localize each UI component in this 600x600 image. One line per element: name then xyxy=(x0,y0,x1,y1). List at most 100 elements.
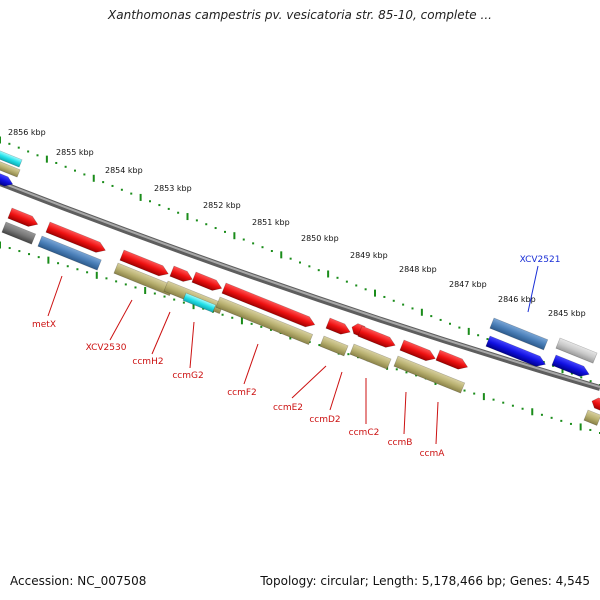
outer-ruler-minor-tick xyxy=(458,326,461,329)
inner-ruler-minor-tick xyxy=(463,389,466,392)
gene-red-11 xyxy=(435,349,469,370)
inner-ruler-major-tick xyxy=(482,393,485,401)
gene-red-4-shape xyxy=(169,265,193,282)
outer-ruler-minor-tick xyxy=(270,250,273,253)
gene-label-ccmC2[interactable]: ccmC2 xyxy=(349,428,380,438)
leader-line xyxy=(151,311,171,355)
inner-ruler-minor-tick xyxy=(202,307,205,310)
outer-ruler-major-tick xyxy=(45,155,48,163)
gene-label-ccmH2[interactable]: ccmH2 xyxy=(132,357,163,367)
scale-label: 2853 kbp xyxy=(154,184,192,193)
scale-label: 2847 kbp xyxy=(449,280,487,289)
outer-ruler-minor-tick xyxy=(570,372,573,375)
scale-label: 2848 kbp xyxy=(399,265,437,274)
gene-partial-olive xyxy=(0,159,21,178)
gene-label-ccmF2[interactable]: ccmF2 xyxy=(227,388,257,398)
outer-ruler-minor-tick xyxy=(17,146,20,149)
leader-line xyxy=(329,371,343,411)
leader-line xyxy=(435,401,439,445)
gene-label-XCV2521[interactable]: XCV2521 xyxy=(520,255,561,265)
scale-label: 2849 kbp xyxy=(350,251,388,260)
outer-ruler-minor-tick xyxy=(392,299,395,302)
gene-red-5 xyxy=(191,271,223,291)
outer-ruler-major-tick xyxy=(139,193,142,201)
leader-line xyxy=(189,321,195,369)
genome-backbone xyxy=(0,180,600,391)
gene-partial-cyan xyxy=(0,149,23,168)
inner-ruler-major-tick xyxy=(0,241,1,249)
gene-label-ccmE2[interactable]: ccmE2 xyxy=(273,403,303,413)
gene-blue-2-shape xyxy=(551,354,590,377)
outer-ruler-minor-tick xyxy=(345,280,348,283)
gene-red-7 xyxy=(325,317,351,335)
outer-ruler-minor-tick xyxy=(8,142,11,145)
inner-ruler-major-tick xyxy=(144,286,147,294)
outer-ruler-minor-tick xyxy=(27,150,30,153)
outer-ruler-minor-tick xyxy=(261,246,264,249)
outer-ruler-minor-tick xyxy=(308,265,311,268)
outer-ruler-minor-tick xyxy=(224,230,226,233)
inner-ruler-major-tick xyxy=(192,302,195,310)
outer-ruler-minor-tick xyxy=(430,315,433,318)
outer-ruler-minor-tick xyxy=(580,376,583,379)
outer-ruler-major-tick xyxy=(467,327,470,335)
inner-ruler-major-tick xyxy=(240,317,243,325)
gene-partial-olive-shape xyxy=(0,159,21,178)
outer-ruler-minor-tick xyxy=(102,181,105,184)
inner-ruler-major-tick xyxy=(531,408,534,416)
outer-ruler-minor-tick xyxy=(589,380,592,383)
gene-partial-blue xyxy=(0,171,14,187)
inner-ruler-minor-tick xyxy=(473,392,476,395)
outer-ruler-major-tick xyxy=(186,213,189,221)
outer-ruler-major-tick xyxy=(327,270,330,278)
inner-ruler-minor-tick xyxy=(347,353,350,356)
inner-ruler-minor-tick xyxy=(8,247,11,250)
gene-lightgray xyxy=(555,337,598,364)
outer-ruler-minor-tick xyxy=(383,295,386,298)
inner-ruler-minor-tick xyxy=(318,344,321,347)
gene-olive-4 xyxy=(319,335,349,357)
gene-label-ccmA[interactable]: ccmA xyxy=(420,449,446,459)
inner-ruler-minor-tick xyxy=(395,368,398,371)
inner-ruler-minor-tick xyxy=(163,295,166,298)
gene-red-11-shape xyxy=(435,349,469,370)
outer-ruler-major-tick xyxy=(280,251,283,259)
gene-red-edge xyxy=(591,397,600,412)
inner-ruler-minor-tick xyxy=(269,328,272,331)
gene-red-10 xyxy=(399,339,436,362)
outer-ruler-minor-tick xyxy=(111,184,114,187)
gene-steel-XCV2521 xyxy=(489,317,549,351)
outer-ruler-minor-tick xyxy=(355,284,358,287)
gene-steel-1-shape xyxy=(37,235,102,271)
inner-ruler-minor-tick xyxy=(502,401,505,404)
gene-label-metX[interactable]: metX xyxy=(32,320,56,330)
gene-partial-blue-shape xyxy=(0,171,14,187)
outer-ruler-major-tick xyxy=(92,174,95,182)
scale-label: 2851 kbp xyxy=(252,218,290,227)
gene-olive-5 xyxy=(349,343,392,370)
gene-red-10-shape xyxy=(399,339,436,362)
gene-olive-edge xyxy=(583,409,600,426)
scale-label: 2855 kbp xyxy=(56,148,94,157)
outer-ruler-minor-tick xyxy=(74,169,76,172)
gene-steel-XCV2521-shape xyxy=(489,317,549,351)
gene-olive-edge-shape xyxy=(583,409,600,426)
outer-ruler-minor-tick xyxy=(289,257,292,260)
gene-label-ccmD2[interactable]: ccmD2 xyxy=(309,415,340,425)
gene-label-ccmB[interactable]: ccmB xyxy=(388,438,413,448)
outer-ruler-minor-tick xyxy=(299,261,301,264)
inner-ruler-minor-tick xyxy=(221,313,224,316)
gene-olive-1-shape xyxy=(113,262,175,297)
inner-ruler-minor-tick xyxy=(153,292,156,295)
gene-red-4 xyxy=(169,265,193,282)
gene-label-XCV2530[interactable]: XCV2530 xyxy=(86,343,127,353)
outer-ruler-minor-tick xyxy=(167,207,170,210)
gene-red-1-shape xyxy=(7,207,39,227)
scale-labels: 2856 kbp 2855 kbp 2854 kbp 2853 kbp 2852 kbp… xyxy=(8,128,586,318)
outer-ruler-minor-tick xyxy=(449,322,451,325)
outer-ruler-minor-tick xyxy=(402,303,405,306)
gene-red-2 xyxy=(45,221,106,253)
inner-ruler-minor-tick xyxy=(415,374,418,377)
gene-label-ccmG2[interactable]: ccmG2 xyxy=(172,371,203,381)
